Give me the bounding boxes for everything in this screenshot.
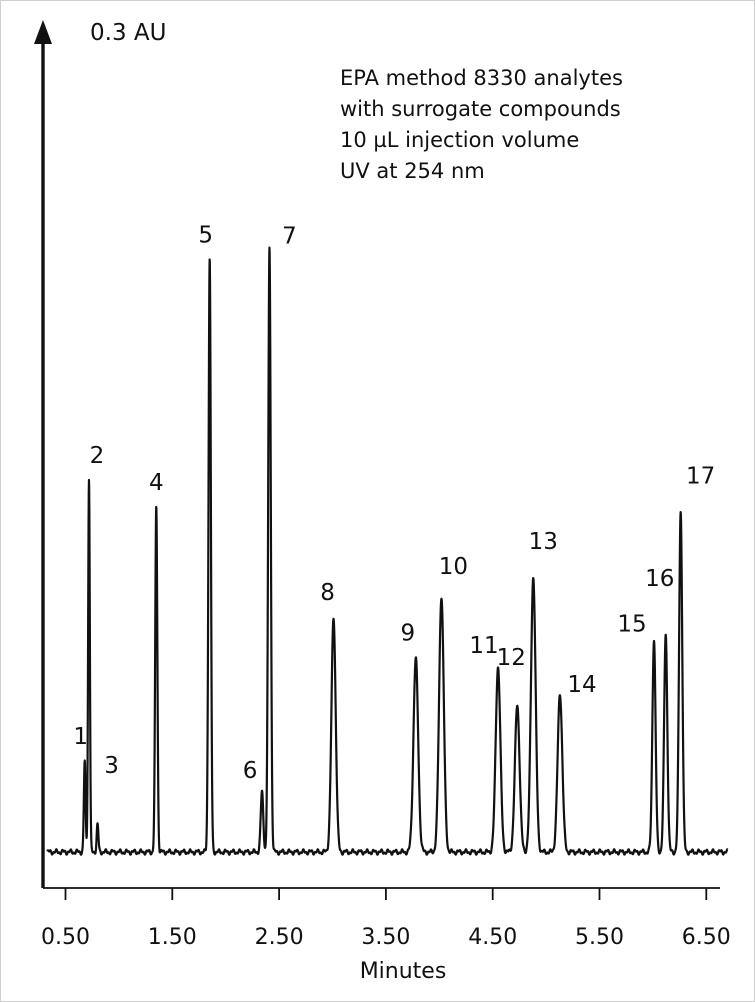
x-tick-label: 0.50 xyxy=(41,925,90,950)
annotation-line: EPA method 8330 analytes xyxy=(340,66,623,90)
peak-label-7: 7 xyxy=(282,223,297,249)
chromatogram-trace xyxy=(46,246,729,856)
peak-label-5: 5 xyxy=(198,222,213,248)
annotation-text: EPA method 8330 analytes with surrogate c… xyxy=(340,66,623,183)
peak-label-8: 8 xyxy=(320,580,335,606)
x-tick-label: 3.50 xyxy=(361,925,410,950)
x-tick-labels: 0.50 1.50 2.50 3.50 4.50 5.50 6.50 xyxy=(41,925,731,950)
x-tick-label: 4.50 xyxy=(468,925,517,950)
x-axis-label: Minutes xyxy=(360,959,447,984)
x-tick-label: 2.50 xyxy=(255,925,304,950)
annotation-line: 10 µL injection volume xyxy=(340,128,579,152)
peak-label-17: 17 xyxy=(686,464,715,490)
annotation-line: with surrogate compounds xyxy=(340,97,621,121)
axes xyxy=(34,20,720,900)
peak-label-14: 14 xyxy=(567,672,596,698)
x-tick-label: 1.50 xyxy=(148,925,197,950)
peak-label-3: 3 xyxy=(104,753,119,779)
peak-label-16: 16 xyxy=(645,566,674,592)
x-tick-label: 6.50 xyxy=(682,925,731,950)
peak-label-10: 10 xyxy=(439,554,468,580)
x-tick-label: 5.50 xyxy=(575,925,624,950)
peak-label-13: 13 xyxy=(529,529,558,555)
y-axis-label: 0.3 AU xyxy=(90,20,166,46)
peak-label-9: 9 xyxy=(400,621,415,647)
peak-label-4: 4 xyxy=(149,470,164,496)
peak-label-2: 2 xyxy=(90,443,105,469)
peak-label-12: 12 xyxy=(497,645,526,671)
peak-label-1: 1 xyxy=(73,724,88,750)
y-axis-arrowhead xyxy=(34,20,52,44)
peak-label-6: 6 xyxy=(243,758,258,784)
peak-label-11: 11 xyxy=(469,633,498,659)
peak-label-15: 15 xyxy=(617,612,646,638)
annotation-line: UV at 254 nm xyxy=(340,159,485,183)
